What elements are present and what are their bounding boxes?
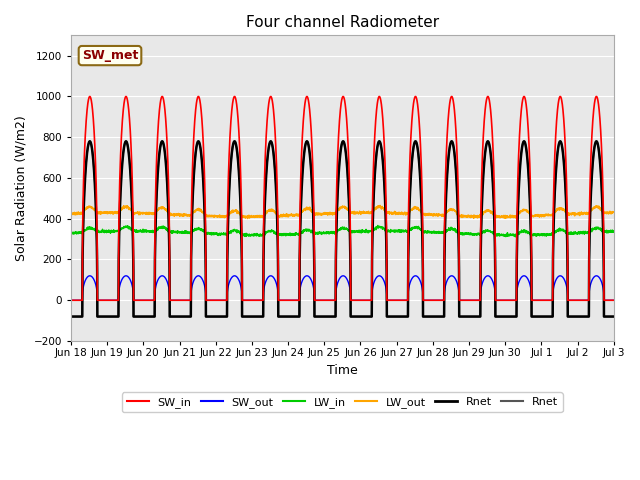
SW_out bbox=[442, 283, 449, 288]
LW_out bbox=[67, 210, 75, 216]
Rnet bbox=[442, 208, 449, 214]
Rnet bbox=[520, 139, 528, 144]
SW_in bbox=[442, 175, 449, 181]
SW_out bbox=[67, 298, 75, 303]
Line: SW_in: SW_in bbox=[71, 96, 640, 300]
Title: Four channel Radiometer: Four channel Radiometer bbox=[246, 15, 439, 30]
Rnet bbox=[512, 313, 520, 319]
LW_in bbox=[167, 229, 175, 235]
LW_in bbox=[442, 229, 449, 235]
LW_in bbox=[520, 229, 528, 235]
SW_out bbox=[495, 298, 502, 303]
SW_in bbox=[495, 298, 502, 303]
Rnet bbox=[86, 138, 93, 144]
SW_in bbox=[167, 298, 175, 303]
Rnet bbox=[67, 313, 75, 319]
SW_out bbox=[512, 298, 520, 303]
LW_in bbox=[511, 234, 519, 240]
Rnet bbox=[167, 313, 175, 319]
SW_in bbox=[520, 94, 528, 99]
LW_in bbox=[495, 231, 502, 237]
LW_out bbox=[244, 216, 252, 221]
Rnet bbox=[86, 138, 93, 144]
Rnet bbox=[520, 139, 528, 144]
Rnet bbox=[453, 189, 461, 195]
LW_in bbox=[512, 231, 520, 237]
LW_out bbox=[453, 211, 461, 216]
Line: LW_out: LW_out bbox=[71, 205, 640, 218]
Rnet bbox=[442, 208, 449, 214]
LW_out bbox=[512, 213, 520, 218]
LW_out bbox=[521, 207, 529, 213]
LW_out bbox=[376, 203, 384, 208]
Text: SW_met: SW_met bbox=[82, 49, 138, 62]
LW_out bbox=[442, 211, 449, 216]
Rnet bbox=[167, 313, 175, 319]
SW_out bbox=[520, 273, 528, 279]
SW_in bbox=[86, 94, 93, 99]
Rnet bbox=[495, 313, 502, 319]
Rnet bbox=[495, 313, 502, 319]
SW_in bbox=[512, 298, 520, 303]
Line: Rnet: Rnet bbox=[71, 141, 640, 316]
SW_out bbox=[167, 298, 175, 303]
LW_in bbox=[627, 222, 635, 228]
Rnet bbox=[512, 313, 520, 319]
Line: Rnet: Rnet bbox=[71, 141, 640, 316]
X-axis label: Time: Time bbox=[327, 363, 358, 376]
SW_out bbox=[453, 280, 461, 286]
Legend: SW_in, SW_out, LW_in, LW_out, Rnet, Rnet: SW_in, SW_out, LW_in, LW_out, Rnet, Rnet bbox=[122, 393, 563, 412]
Y-axis label: Solar Radiation (W/m2): Solar Radiation (W/m2) bbox=[15, 115, 28, 261]
Line: LW_in: LW_in bbox=[71, 225, 640, 237]
Line: SW_out: SW_out bbox=[71, 276, 640, 300]
SW_in bbox=[67, 298, 75, 303]
Rnet bbox=[67, 313, 75, 319]
LW_in bbox=[67, 230, 75, 236]
SW_in bbox=[453, 153, 461, 158]
LW_in bbox=[453, 229, 461, 235]
LW_out bbox=[167, 212, 175, 218]
SW_out bbox=[86, 273, 93, 279]
Rnet bbox=[453, 189, 461, 195]
LW_out bbox=[495, 214, 503, 220]
